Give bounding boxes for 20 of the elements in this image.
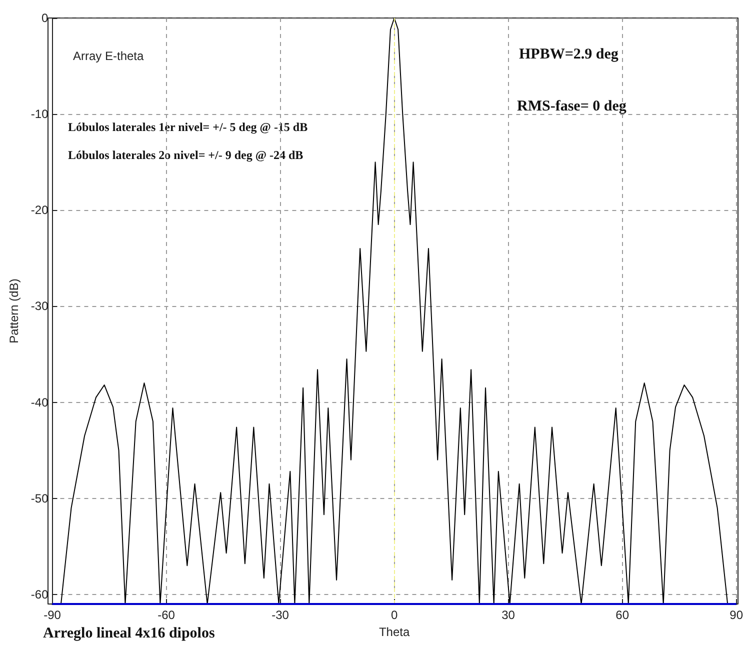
y-tick-label: -30	[30, 299, 49, 314]
annotation: RMS-fase= 0 deg	[517, 98, 627, 114]
annotation: Array E-theta	[73, 49, 144, 63]
x-tick-label: 60	[616, 608, 630, 622]
y-tick-label: 0	[42, 11, 49, 25]
annotation: HPBW=2.9 deg	[519, 46, 619, 62]
y-axis-title: Pattern (dB)	[7, 278, 21, 344]
y-tick-label: -10	[30, 107, 49, 122]
x-tick-label: 90	[730, 608, 744, 622]
y-tick-label: -60	[30, 587, 49, 602]
x-tick-label: -30	[272, 608, 290, 622]
x-axis-title: Theta	[378, 624, 410, 639]
x-tick-label: 0	[390, 608, 398, 622]
x-tick-label: 30	[502, 608, 516, 622]
x-tick-label: -60	[158, 608, 176, 622]
y-tick-label: -40	[30, 395, 49, 410]
y-tick-label: -50	[30, 491, 49, 506]
text: Arreglo lineal 4x16 dipolos	[43, 626, 215, 642]
y-tick-label: -20	[30, 203, 49, 218]
x-tick-label: -90	[44, 608, 62, 622]
